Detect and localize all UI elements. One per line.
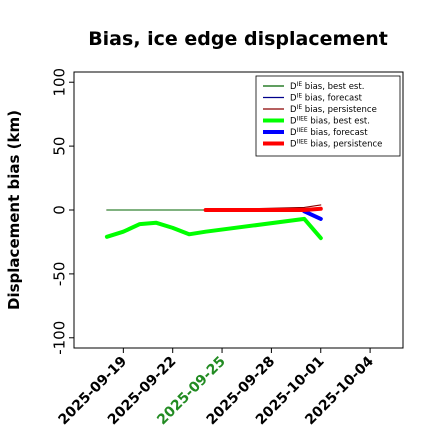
y-tick-label: 100 (51, 68, 69, 97)
y-axis-label: Displacement bias (km) (5, 110, 23, 310)
legend-label: DIIEE bias, forecast (290, 127, 368, 138)
legend-label: DIE bias, persistence (290, 104, 377, 115)
chart-title: Bias, ice edge displacement (88, 28, 388, 50)
y-tick-label: -100 (51, 321, 69, 355)
x-axis: 2025-09-192025-09-222025-09-252025-09-28… (56, 348, 377, 428)
legend-label: DIE bias, forecast (290, 93, 363, 104)
legend: DIE bias, best est.DIE bias, forecastDIE… (255, 75, 401, 157)
series-line-4 (302, 209, 323, 221)
y-tick-label: 0 (51, 205, 69, 215)
legend-label: DIE bias, best est. (290, 81, 364, 92)
y-tick-label: -50 (51, 262, 69, 287)
y-axis: -100 -50 0 50 100 (51, 68, 74, 355)
plot-marks (104, 204, 323, 241)
legend-label: DIIEE bias, best est. (290, 116, 370, 127)
series-line-3 (104, 216, 323, 241)
legend-label: DIIEE bias, persistence (290, 139, 382, 150)
series-line-5 (203, 206, 323, 212)
y-tick-label: 50 (51, 137, 69, 156)
